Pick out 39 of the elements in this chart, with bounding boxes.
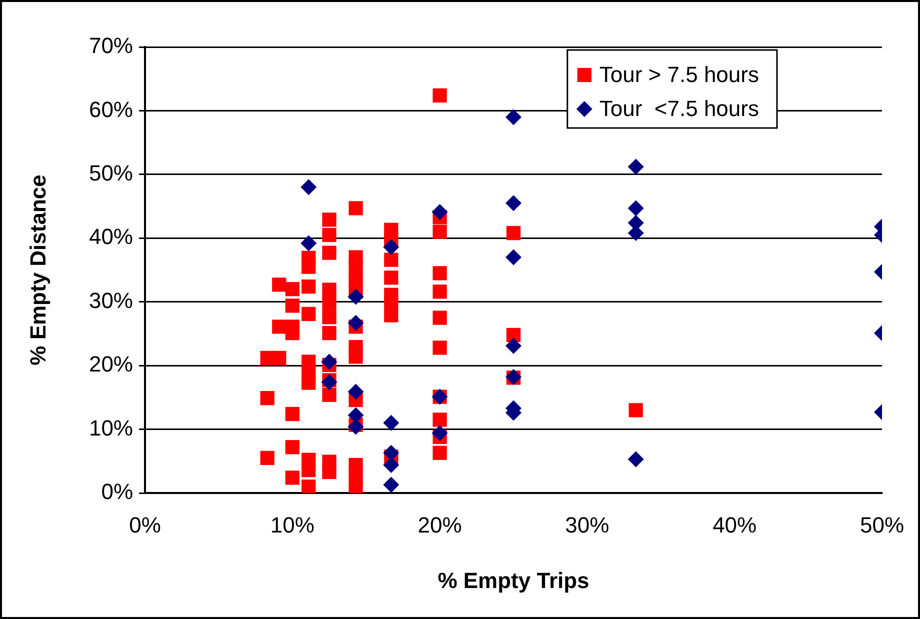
point: [505, 195, 522, 212]
x-tick-label: 30%: [565, 512, 610, 538]
legend-label: Tour > 7.5 hours: [599, 62, 759, 88]
y-tick-label: 0%: [101, 479, 133, 504]
point: [321, 374, 338, 390]
point: [628, 158, 644, 175]
point: [300, 179, 317, 196]
point: [628, 200, 644, 216]
legend-label: Tour <7.5 hours: [599, 96, 759, 122]
x-tick-label: 10%: [270, 512, 314, 538]
y-tick-label: 30%: [88, 288, 133, 313]
y-tick-label: 10%: [88, 415, 133, 440]
y-tick-label: 40%: [88, 224, 133, 250]
y-tick-label: 60%: [88, 96, 133, 122]
point: [432, 204, 448, 220]
x-tick-label: 50%: [860, 512, 904, 538]
x-tick-label: 20%: [418, 512, 462, 538]
point: [383, 414, 400, 431]
point: [300, 235, 317, 252]
y-tick-label: 50%: [88, 160, 133, 186]
point: [348, 288, 364, 305]
point: [348, 384, 364, 400]
x-tick-label: 40%: [712, 512, 757, 538]
point: [383, 476, 400, 493]
x-axis-title: % Empty Trips: [438, 568, 590, 593]
point: [505, 338, 522, 354]
point: [321, 354, 338, 370]
point: [348, 314, 364, 331]
point: [383, 456, 400, 473]
y-tick-label: 70%: [88, 33, 133, 58]
point: [383, 444, 400, 461]
y-axis-title: % Empty Distance: [25, 174, 50, 366]
point: [432, 425, 448, 442]
point: [628, 451, 644, 468]
point: [505, 249, 522, 266]
point: [383, 239, 400, 256]
point: [505, 109, 522, 126]
x-tick-label: 0%: [129, 512, 161, 538]
y-tick-label: 20%: [88, 352, 133, 377]
